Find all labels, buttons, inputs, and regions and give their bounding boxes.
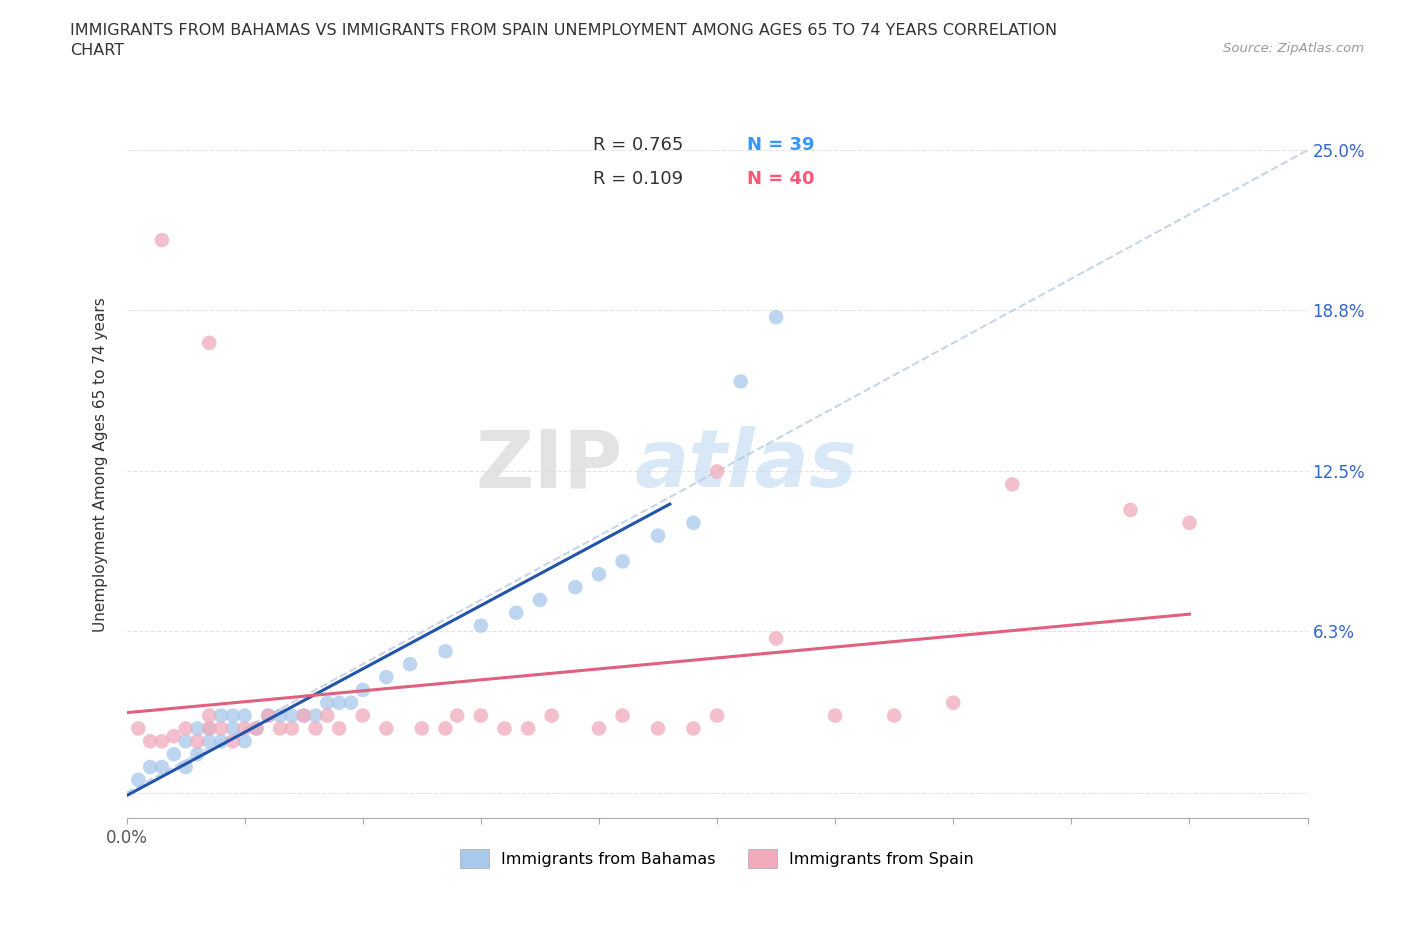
Point — [257, 708, 280, 723]
Point — [186, 734, 208, 749]
Point — [163, 747, 186, 762]
Text: atlas: atlas — [634, 426, 858, 504]
Point — [281, 708, 304, 723]
Text: Source: ZipAtlas.com: Source: ZipAtlas.com — [1223, 42, 1364, 55]
Point — [434, 721, 457, 736]
Point — [269, 721, 291, 736]
Point — [245, 721, 267, 736]
Point — [765, 310, 787, 325]
Point — [233, 721, 256, 736]
Point — [340, 696, 363, 711]
Point — [198, 721, 221, 736]
Point — [505, 605, 527, 620]
Point — [494, 721, 516, 736]
Point — [647, 528, 669, 543]
Point — [150, 734, 173, 749]
Point — [352, 708, 374, 723]
Point — [942, 696, 965, 711]
Point — [375, 670, 398, 684]
Point — [399, 657, 422, 671]
Point — [316, 696, 339, 711]
Point — [730, 374, 752, 389]
Point — [328, 696, 350, 711]
Point — [375, 721, 398, 736]
Point — [186, 747, 208, 762]
Point — [222, 721, 245, 736]
Point — [517, 721, 540, 736]
Point — [612, 554, 634, 569]
Point — [434, 644, 457, 658]
Point — [765, 631, 787, 646]
Point — [824, 708, 846, 723]
Text: N = 39: N = 39 — [747, 137, 814, 154]
Point — [174, 760, 197, 775]
Point — [682, 515, 704, 530]
Point — [470, 708, 492, 723]
Point — [682, 721, 704, 736]
Legend: Immigrants from Bahamas, Immigrants from Spain: Immigrants from Bahamas, Immigrants from… — [454, 843, 980, 874]
Text: IMMIGRANTS FROM BAHAMAS VS IMMIGRANTS FROM SPAIN UNEMPLOYMENT AMONG AGES 65 TO 7: IMMIGRANTS FROM BAHAMAS VS IMMIGRANTS FR… — [70, 23, 1057, 58]
Point — [222, 708, 245, 723]
Point — [647, 721, 669, 736]
Point — [257, 708, 280, 723]
Point — [1119, 502, 1142, 517]
Point — [127, 773, 149, 788]
Point — [1001, 477, 1024, 492]
Point — [316, 708, 339, 723]
Point — [470, 618, 492, 633]
Point — [150, 760, 173, 775]
Point — [588, 566, 610, 581]
Point — [292, 708, 315, 723]
Point — [222, 734, 245, 749]
Point — [198, 734, 221, 749]
Point — [245, 721, 267, 736]
Y-axis label: Unemployment Among Ages 65 to 74 years: Unemployment Among Ages 65 to 74 years — [93, 298, 108, 632]
Point — [233, 734, 256, 749]
Point — [883, 708, 905, 723]
Text: R = 0.765: R = 0.765 — [593, 137, 683, 154]
Text: ZIP: ZIP — [475, 426, 623, 504]
Point — [411, 721, 433, 736]
Point — [304, 721, 326, 736]
Point — [269, 708, 291, 723]
Text: N = 40: N = 40 — [747, 169, 814, 188]
Point — [1178, 515, 1201, 530]
Point — [127, 721, 149, 736]
Point — [186, 721, 208, 736]
Point — [564, 579, 586, 594]
Point — [174, 734, 197, 749]
Point — [198, 708, 221, 723]
Point — [612, 708, 634, 723]
Text: R = 0.109: R = 0.109 — [593, 169, 683, 188]
Point — [150, 232, 173, 247]
Point — [209, 721, 232, 736]
Point — [198, 336, 221, 351]
Point — [281, 721, 304, 736]
Point — [529, 592, 551, 607]
Point — [328, 721, 350, 736]
Point — [139, 760, 162, 775]
Point — [292, 708, 315, 723]
Point — [209, 734, 232, 749]
Point — [540, 708, 562, 723]
Point — [163, 729, 186, 744]
Point — [446, 708, 468, 723]
Point — [198, 721, 221, 736]
Point — [706, 708, 728, 723]
Point — [352, 683, 374, 698]
Point — [304, 708, 326, 723]
Point — [209, 708, 232, 723]
Point — [139, 734, 162, 749]
Point — [233, 708, 256, 723]
Point — [706, 464, 728, 479]
Point — [174, 721, 197, 736]
Point — [588, 721, 610, 736]
